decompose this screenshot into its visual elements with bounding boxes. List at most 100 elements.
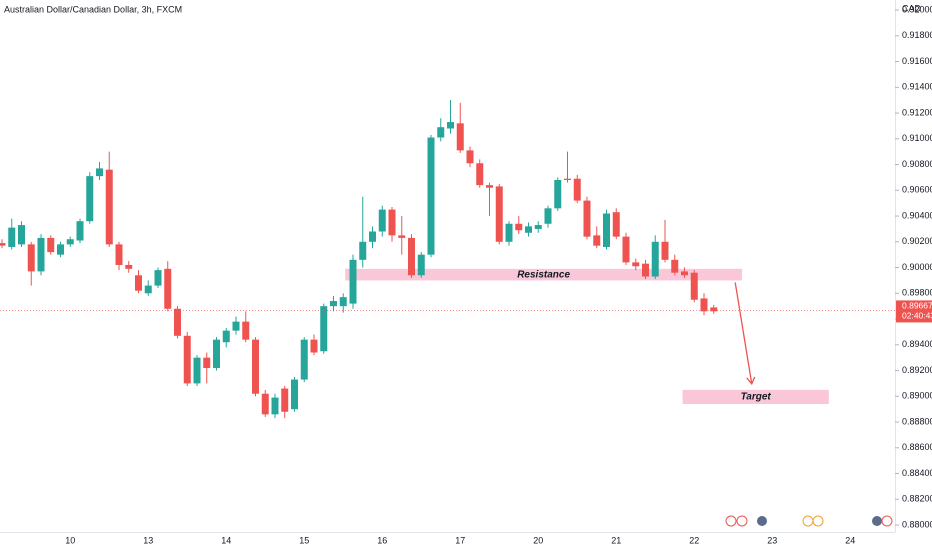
y-tick-label: 0.91600 [902, 56, 932, 66]
candle-body [213, 339, 220, 368]
y-tick-label: 0.89000 [902, 391, 932, 401]
y-tick-label: 0.91200 [902, 107, 932, 117]
candle-body [632, 262, 640, 267]
candle-body [261, 393, 269, 415]
countdown-label: 02:40:43 [902, 311, 932, 321]
event-icon [872, 516, 882, 526]
candle-body [447, 122, 454, 129]
candle-body [583, 200, 591, 237]
x-tick-label: 23 [767, 535, 777, 545]
candle-body [398, 235, 406, 238]
candle-body [242, 321, 250, 340]
x-tick-label: 24 [845, 535, 855, 545]
x-tick-label: 16 [377, 535, 387, 545]
candle-body [437, 127, 445, 138]
resistance-label: Resistance [517, 269, 570, 280]
candle-body [281, 388, 289, 412]
y-tick-label: 0.91400 [902, 82, 932, 92]
event-icon [881, 515, 893, 527]
y-tick-label: 0.89200 [902, 365, 932, 375]
candle-body [57, 244, 64, 255]
event-icon [725, 515, 737, 527]
current-price-label: 0.89667 [902, 301, 932, 311]
candle-body [183, 335, 191, 384]
candle-body [66, 239, 74, 245]
candle-body [466, 150, 474, 164]
candle-body [320, 306, 328, 352]
y-tick-label: 0.88200 [902, 494, 932, 504]
candle-body [359, 241, 367, 260]
candle-body [8, 227, 16, 247]
candle-body [174, 308, 181, 336]
candle-body [349, 259, 357, 304]
candle-body [661, 241, 669, 260]
candle-body [651, 241, 659, 277]
candle-body [193, 357, 201, 384]
y-tick-label: 0.90400 [902, 210, 932, 220]
y-tick-label: 0.92000 [902, 4, 932, 14]
candle-body [18, 225, 25, 245]
candle-body [291, 379, 298, 410]
resistance-box [345, 268, 743, 281]
candle-body [369, 231, 376, 242]
y-tick-label: 0.90200 [902, 236, 932, 246]
target-box [682, 389, 829, 405]
candle-body [76, 221, 84, 241]
candle-body [96, 168, 103, 177]
candle-body [37, 237, 45, 272]
y-tick-label: 0.91800 [902, 30, 932, 40]
candle-body [47, 237, 55, 253]
candle-body [612, 212, 620, 237]
candle-body [544, 208, 552, 224]
candle-body [27, 244, 35, 272]
candle-body [115, 244, 123, 265]
candle-body [164, 268, 172, 309]
x-tick-label: 20 [533, 535, 543, 545]
x-tick-label: 13 [143, 535, 153, 545]
current-price-tag [896, 300, 932, 323]
candle-body [86, 176, 94, 222]
arrow-line [734, 282, 753, 384]
event-icon [812, 515, 824, 527]
y-tick-label: 0.88600 [902, 442, 932, 452]
event-icon [802, 515, 814, 527]
y-tick-label: 0.89400 [902, 339, 932, 349]
arrow-head [746, 376, 756, 386]
candle-body [642, 263, 649, 277]
candle-body [700, 298, 708, 312]
candle-body [310, 339, 318, 353]
candle-body [339, 297, 347, 307]
event-icons [725, 515, 893, 527]
candle-body [671, 259, 679, 273]
currency-label: CAD [902, 3, 922, 13]
target-label: Target [741, 392, 772, 403]
candle-body [105, 169, 113, 245]
x-tick-label: 22 [689, 535, 699, 545]
candle-body [388, 209, 396, 236]
candle-body [232, 321, 240, 331]
candle-body [554, 179, 562, 209]
candle-body [622, 236, 630, 263]
x-tick-label: 14 [221, 535, 231, 545]
candle-body [515, 223, 523, 231]
candle-body [476, 163, 484, 186]
candle-body [427, 137, 435, 255]
y-tick-label: 0.89800 [902, 288, 932, 298]
candle-body [330, 301, 337, 307]
candle-body [271, 397, 279, 415]
candle-body [564, 178, 571, 180]
y-tick-label: 0.90000 [902, 262, 932, 272]
candle-body [203, 357, 211, 368]
candle-body [135, 275, 142, 291]
candle-body [417, 254, 425, 276]
candle-body [408, 237, 415, 276]
candle-body [0, 243, 6, 246]
candle-body [125, 264, 133, 269]
candle-body [534, 225, 542, 229]
event-icon [757, 516, 767, 526]
candle-body [573, 178, 581, 201]
candle-body [300, 339, 308, 380]
y-tick-label: 0.88000 [902, 519, 932, 529]
candle-body [710, 307, 718, 312]
